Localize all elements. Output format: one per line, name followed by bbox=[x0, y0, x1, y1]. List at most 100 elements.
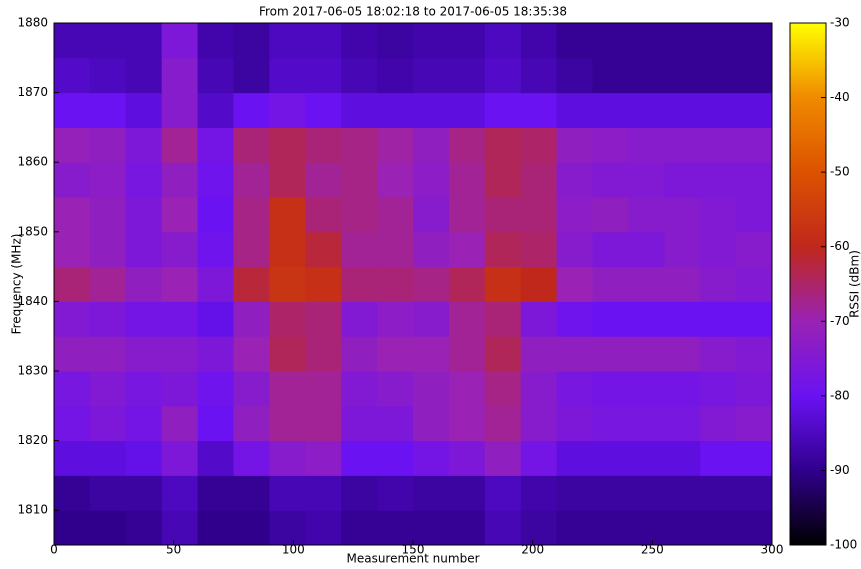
heatmap-cell bbox=[700, 23, 737, 59]
heatmap-cell bbox=[628, 510, 665, 546]
heatmap-cell bbox=[341, 23, 378, 59]
heatmap-cell bbox=[413, 336, 450, 372]
heatmap-cell bbox=[448, 475, 486, 511]
heatmap-cell bbox=[413, 92, 450, 128]
x-axis-label: Measurement number bbox=[346, 552, 479, 566]
heatmap-cell bbox=[736, 57, 773, 94]
heatmap-cell bbox=[736, 23, 773, 59]
heatmap-cell bbox=[305, 440, 342, 476]
heatmap-cell bbox=[269, 92, 306, 128]
heatmap-cell bbox=[377, 92, 414, 128]
heatmap-cell bbox=[161, 92, 199, 128]
x-tick-label: 200 bbox=[521, 543, 544, 557]
heatmap-cell bbox=[484, 440, 522, 476]
heatmap-cell bbox=[592, 301, 629, 337]
heatmap-cell bbox=[413, 371, 450, 407]
heatmap-cell bbox=[197, 92, 234, 128]
heatmap-cell bbox=[233, 92, 270, 128]
heatmap-cell bbox=[125, 336, 163, 372]
heatmap-cell bbox=[520, 231, 558, 268]
heatmap-cell bbox=[556, 197, 593, 233]
heatmap-cell bbox=[161, 23, 199, 59]
heatmap-cell bbox=[628, 475, 665, 511]
heatmap-cell bbox=[89, 162, 127, 198]
heatmap-cell bbox=[448, 127, 486, 163]
heatmap-cell bbox=[484, 510, 522, 546]
heatmap-cell bbox=[592, 440, 629, 476]
heatmap-cell bbox=[520, 197, 558, 233]
heatmap-cell bbox=[89, 371, 127, 407]
heatmap-cell bbox=[161, 371, 199, 407]
heatmap-cell bbox=[448, 266, 486, 302]
heatmap-cell bbox=[377, 162, 414, 198]
heatmap-cell bbox=[664, 92, 701, 128]
heatmap-cell bbox=[197, 266, 234, 302]
heatmap-cell bbox=[592, 266, 629, 302]
heatmap-cell bbox=[161, 336, 199, 372]
heatmap-cell bbox=[197, 475, 234, 511]
heatmap-cell bbox=[233, 266, 270, 302]
heatmap-cell bbox=[54, 440, 91, 476]
heatmap-cell bbox=[125, 92, 163, 128]
heatmap-cell bbox=[700, 127, 737, 163]
heatmap-cell bbox=[700, 510, 737, 546]
heatmap-cell bbox=[664, 440, 701, 476]
heatmap-cell bbox=[89, 440, 127, 476]
heatmap-cell bbox=[700, 231, 737, 268]
heatmap-cell bbox=[736, 371, 773, 407]
heatmap-cell bbox=[377, 23, 414, 59]
heatmap-cell bbox=[736, 162, 773, 198]
x-tick-label: 150 bbox=[402, 543, 425, 557]
heatmap-cell bbox=[484, 57, 522, 94]
heatmap-cell bbox=[341, 440, 378, 476]
heatmap-cell bbox=[448, 405, 486, 442]
heatmap-cell bbox=[377, 197, 414, 233]
x-tick-label: 250 bbox=[641, 543, 664, 557]
heatmap-cell bbox=[700, 162, 737, 198]
heatmap-cell bbox=[305, 231, 342, 268]
y-tick-label: 1820 bbox=[17, 433, 48, 447]
heatmap-cell bbox=[89, 23, 127, 59]
heatmap-cell bbox=[664, 301, 701, 337]
heatmap-cell bbox=[592, 23, 629, 59]
heatmap-cell bbox=[89, 127, 127, 163]
y-tick-label: 1870 bbox=[17, 85, 48, 99]
heatmap-cell bbox=[305, 301, 342, 337]
heatmap-cell bbox=[377, 440, 414, 476]
heatmap-cell bbox=[233, 510, 270, 546]
heatmap-cell bbox=[448, 510, 486, 546]
heatmap-cell bbox=[700, 301, 737, 337]
heatmap-cell bbox=[233, 162, 270, 198]
heatmap-cell bbox=[233, 371, 270, 407]
heatmap-cell bbox=[161, 57, 199, 94]
heatmap-cell bbox=[54, 162, 91, 198]
heatmap-cell bbox=[448, 92, 486, 128]
heatmap-cell bbox=[520, 405, 558, 442]
heatmap-cell bbox=[484, 266, 522, 302]
heatmap-cell bbox=[233, 57, 270, 94]
heatmap-cell bbox=[736, 197, 773, 233]
heatmap-cell bbox=[664, 510, 701, 546]
heatmap-cell bbox=[736, 475, 773, 511]
heatmap-cell bbox=[413, 266, 450, 302]
heatmap-cell bbox=[520, 57, 558, 94]
heatmap-cell bbox=[54, 405, 91, 442]
colorbar-label: RSSI (dBm) bbox=[848, 250, 861, 318]
heatmap-cell bbox=[269, 197, 306, 233]
heatmap-cell bbox=[664, 57, 701, 94]
heatmap-cell bbox=[736, 231, 773, 268]
heatmap-cell bbox=[377, 336, 414, 372]
heatmap-cell bbox=[54, 23, 91, 59]
heatmap-cell bbox=[556, 23, 593, 59]
heatmap-cell bbox=[269, 475, 306, 511]
heatmap-cell bbox=[89, 301, 127, 337]
heatmap-cell bbox=[520, 371, 558, 407]
heatmap-cell bbox=[700, 57, 737, 94]
heatmap-cell bbox=[305, 162, 342, 198]
x-tick-label: 100 bbox=[282, 543, 305, 557]
heatmap-cell bbox=[556, 57, 593, 94]
heatmap-cell bbox=[413, 301, 450, 337]
heatmap-cell bbox=[54, 510, 91, 546]
heatmap-cell bbox=[125, 510, 163, 546]
heatmap-cell bbox=[377, 301, 414, 337]
